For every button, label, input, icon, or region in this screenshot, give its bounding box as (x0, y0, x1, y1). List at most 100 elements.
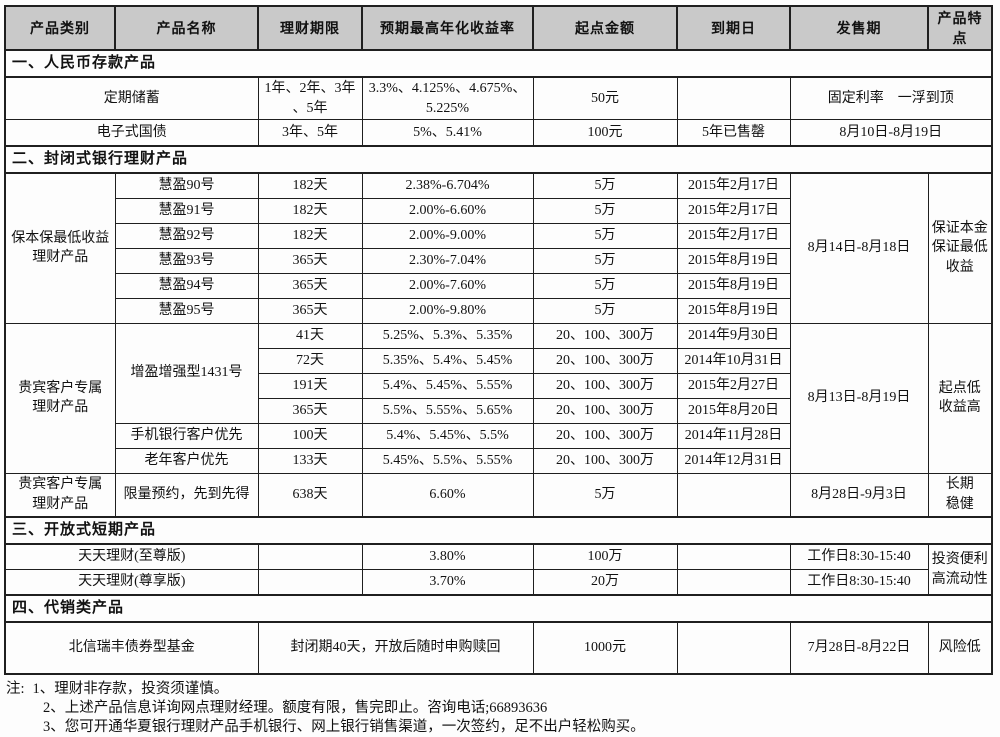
footnote-line: 注: 1、理财非存款，投资须谨慎。 (6, 680, 1000, 699)
table-cell: 2014年12月31日 (676, 447, 791, 474)
table-cell: 慧盈91号 (114, 197, 259, 224)
table-cell: 5.45%、5.5%、5.55% (361, 447, 534, 474)
table-cell: 2.00%-6.60% (361, 197, 534, 224)
column-header: 起点金额 (532, 5, 678, 51)
table-cell (676, 76, 791, 121)
table-row: 慧盈92号 182天 2.00%-9.00% 5万 2015年2月17日 (5, 222, 992, 249)
table-cell: 2.00%-9.80% (361, 297, 534, 324)
table-header: 产品类别 产品名称 理财期限 预期最高年化收益率 起点金额 到期日 发售期 产品特点 (4, 5, 993, 51)
section-title: 二、封闭式银行理财产品 (4, 144, 993, 174)
table-cell: 2.00%-7.60% (361, 272, 534, 299)
section-row: 三、开放式短期产品 (4, 516, 993, 546)
products-table: 产品类别 产品名称 理财期限 预期最高年化收益率 起点金额 到期日 发售期 产品特点 一、人民… (4, 5, 993, 676)
table-cell: 投资便利 高流动性 (927, 543, 993, 596)
table-cell (257, 543, 363, 571)
table-cell: 5.25%、5.3%、5.35% (361, 322, 534, 349)
section-row: 一、人民币存款产品 (4, 49, 993, 78)
table-cell: 20、100、300万 (532, 372, 678, 399)
table-cell: 贵宾客户专属 理财产品 (4, 472, 116, 518)
table-cell: 封闭期40天，开放后随时申购赎回 (257, 621, 534, 675)
table-cell: 100天 (257, 422, 363, 449)
table-cell: 5万 (532, 222, 678, 249)
table-cell: 191天 (257, 372, 363, 399)
table-cell: 北信瑞丰债券型基金 (4, 621, 259, 675)
table-cell: 8月13日-8月19日 (789, 322, 929, 474)
table-row: 贵宾客户专属 理财产品 增盈增强型1431号 41天 5.25%、5.3%、5.35%… (4, 322, 993, 474)
section-title: 四、代销类产品 (4, 594, 993, 624)
table-row: 慧盈93号 365天 2.30%-7.04% 5万 2015年8月19日 (5, 247, 992, 274)
table-cell: 2015年2月17日 (676, 222, 791, 249)
table-cell: 365天 (257, 397, 363, 424)
table-cell: 8月10日-8月19日 (789, 119, 993, 147)
table-cell: 工作日8:30-15:40 (789, 543, 929, 571)
table-cell (676, 472, 791, 518)
table-cell: 6.60% (361, 472, 534, 518)
table-cell: 3.80% (361, 543, 534, 571)
table-cell: 20、100、300万 (532, 322, 678, 349)
table-cell: 133天 (257, 447, 363, 474)
table-cell: 2.30%-7.04% (361, 247, 534, 274)
table-cell: 5万 (532, 472, 678, 518)
table-cell: 定期储蓄 (4, 76, 259, 121)
table-cell: 2015年2月27日 (676, 372, 791, 399)
table-cell: 5.4%、5.45%、5.5% (361, 422, 534, 449)
table-row: 天天理财(尊享版) 3.70% 20万 工作日8:30-15:40 (4, 569, 992, 596)
table-cell: 7月28日-8月22日 (789, 621, 929, 675)
table-cell: 固定利率 一浮到顶 (789, 76, 993, 121)
table-cell: 638天 (257, 472, 363, 518)
table-cell: 2015年8月20日 (676, 397, 791, 424)
table-row: 老年客户优先 133天 5.45%、5.5%、5.55% 20、100、300万 201… (5, 447, 992, 474)
footnote-text: 1、理财非存款，投资须谨慎。 (32, 681, 229, 698)
table-cell: 5万 (532, 247, 678, 274)
table-cell: 20、100、300万 (532, 422, 678, 449)
column-header: 产品特点 (927, 5, 993, 51)
section-title: 一、人民币存款产品 (4, 49, 993, 78)
table-row: 191天 5.4%、5.45%、5.55% 20、100、300万 2015年2月27… (5, 372, 992, 399)
table-row: 慧盈91号 182天 2.00%-6.60% 5万 2015年2月17日 (5, 197, 992, 224)
table-cell: 工作日8:30-15:40 (789, 569, 929, 596)
table-body: 一、人民币存款产品 定期储蓄 1年、2年、3年 、5年 3.3%、4.125%、4.6… (4, 49, 993, 675)
table-cell: 慧盈90号 (114, 172, 259, 199)
table-cell: 72天 (257, 347, 363, 374)
table-cell: 50元 (532, 76, 678, 121)
footnote-line: 2、上述产品信息详询网点理财经理。额度有限，售完即止。咨询电话;66893636 (6, 699, 1000, 718)
footnote-text: 2、上述产品信息详询网点理财经理。额度有限，售完即止。咨询电话;66893636 (43, 700, 548, 717)
table-cell: 1000元 (532, 621, 678, 675)
table-row: 手机银行客户优先 100天 5.4%、5.45%、5.5% 20、100、300万 20… (5, 422, 992, 449)
table-cell: 5万 (532, 197, 678, 224)
footnote-line: 3、您可开通华夏银行理财产品手机银行、网上银行销售渠道，一次签约，足不出户轻松购… (6, 718, 1000, 737)
table-cell: 长期 稳健 (927, 472, 993, 518)
table-cell: 365天 (257, 247, 363, 274)
table-cell: 100万 (532, 543, 678, 571)
section-row: 四、代销类产品 (4, 594, 993, 624)
table-row: 保本保最低收益 理财产品 慧盈90号 182天 2.38%-6.704% 5万 2015年… (4, 172, 993, 324)
table-row: 电子式国债 3年、5年 5%、5.41% 100元 5年已售罄 8月10日-8月19日 (4, 119, 993, 147)
table-cell: 3年、5年 (257, 119, 363, 147)
table-cell: 5万 (532, 297, 678, 324)
table-row: 贵宾客户专属 理财产品 限量预约，先到先得 638天 6.60% 5万 8月28日-9月3… (4, 472, 993, 518)
column-header: 预期最高年化收益率 (361, 5, 534, 51)
table-cell: 慧盈95号 (114, 297, 259, 324)
table-row: 慧盈95号 365天 2.00%-9.80% 5万 2015年8月19日 (5, 297, 992, 324)
table-cell: 风险低 (927, 621, 993, 675)
table-cell: 慧盈93号 (114, 247, 259, 274)
table-cell: 100元 (532, 119, 678, 147)
table-cell (676, 543, 791, 571)
table-row: 北信瑞丰债券型基金 封闭期40天，开放后随时申购赎回 1000元 7月28日-8月22… (4, 621, 993, 675)
footnote-text: 3、您可开通华夏银行理财产品手机银行、网上银行销售渠道，一次签约，足不出户轻松购… (43, 719, 645, 736)
table-cell: 2015年8月19日 (676, 272, 791, 299)
table-cell: 保证本金 保证最低 收益 (927, 172, 993, 324)
table-cell: 2015年2月17日 (676, 172, 791, 199)
table-cell: 365天 (257, 272, 363, 299)
table-cell: 1年、2年、3年 、5年 (257, 76, 363, 121)
table-cell: 贵宾客户专属 理财产品 (4, 322, 116, 474)
table-cell: 20、100、300万 (532, 447, 678, 474)
column-header: 产品名称 (114, 5, 259, 51)
table-cell: 365天 (257, 297, 363, 324)
table-cell: 5年已售罄 (676, 119, 791, 147)
table-cell: 2.38%-6.704% (361, 172, 534, 199)
table-cell: 2.00%-9.00% (361, 222, 534, 249)
table-cell: 天天理财(至尊版) (4, 543, 259, 571)
table-cell (676, 621, 791, 675)
column-header: 发售期 (789, 5, 929, 51)
